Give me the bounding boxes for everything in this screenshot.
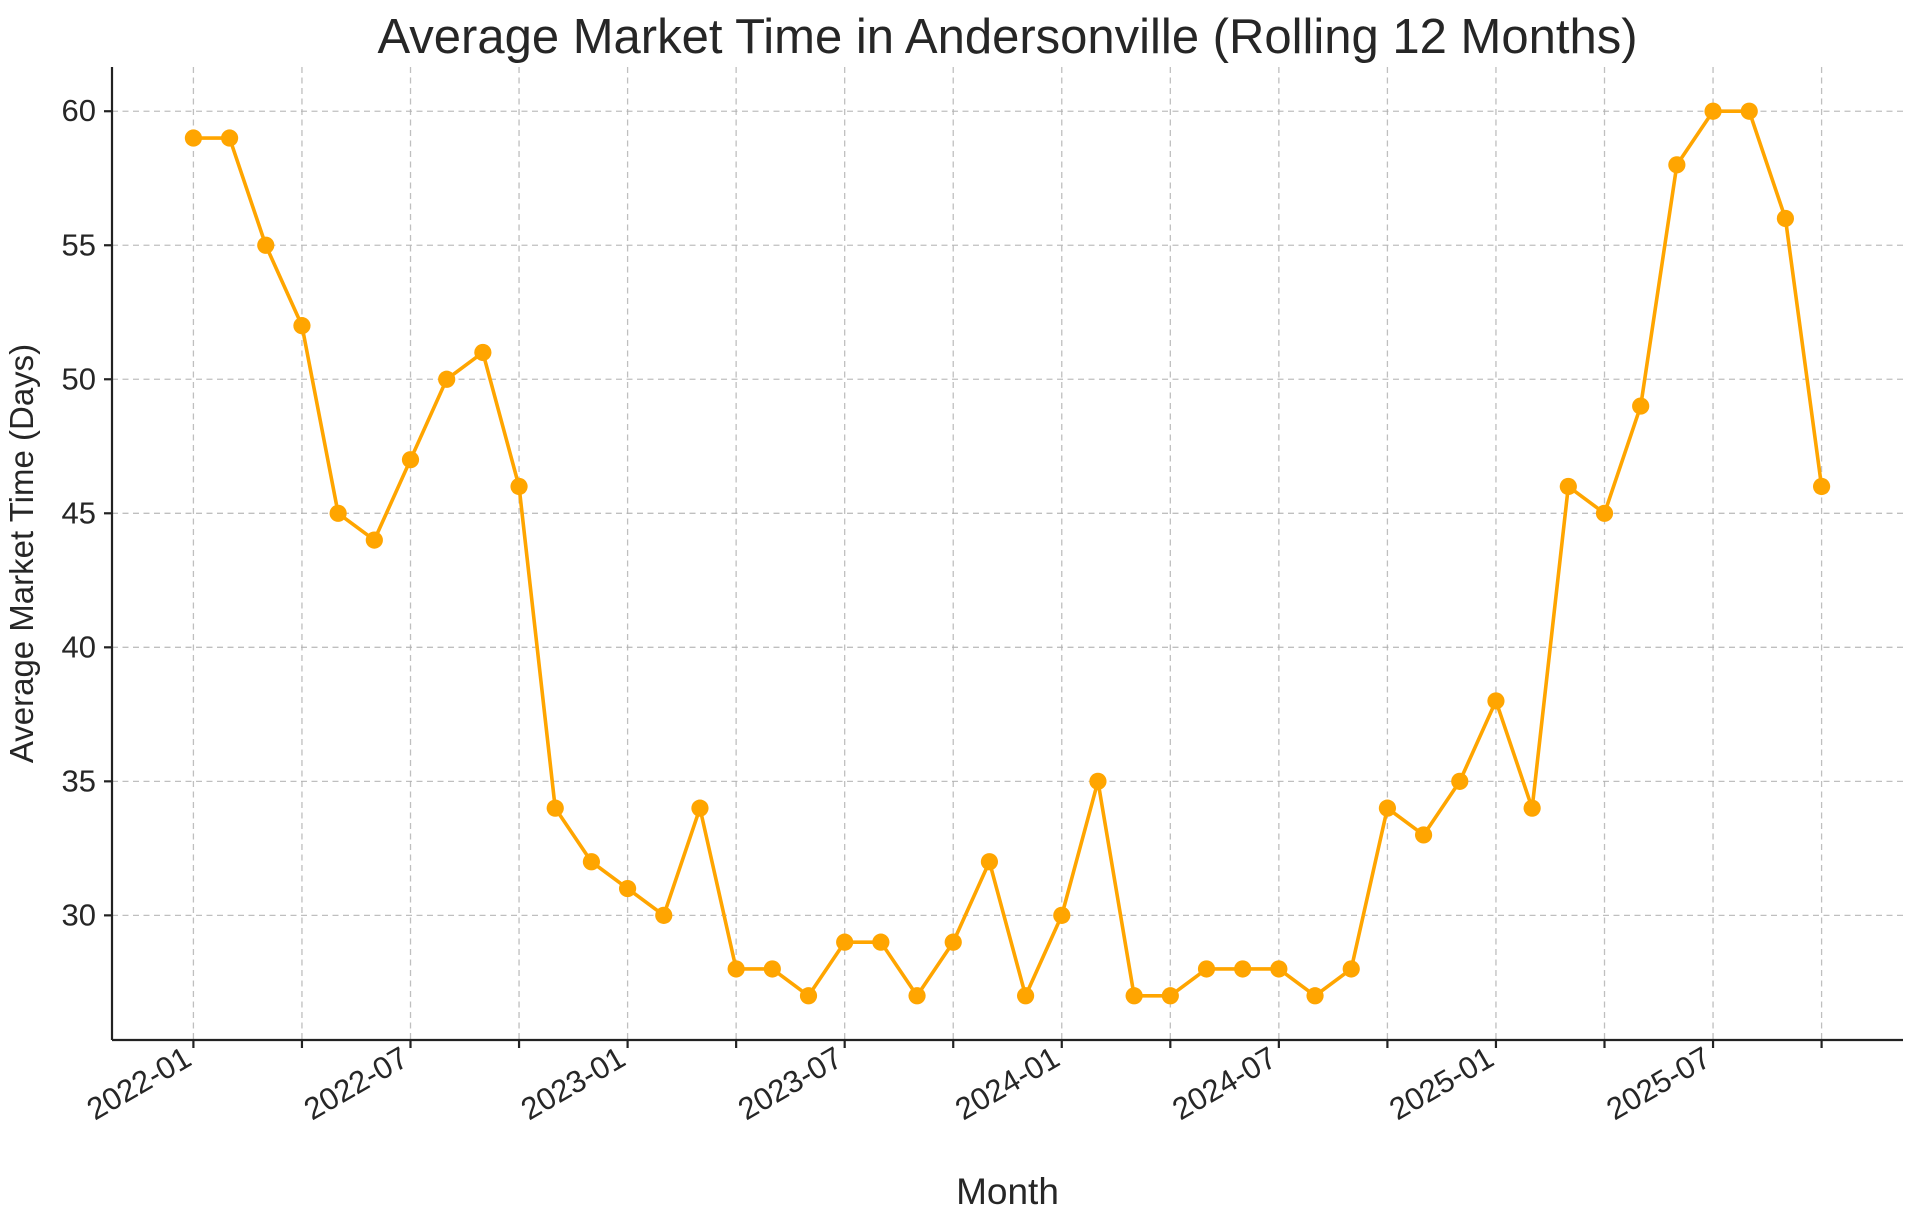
svg-text:45: 45 xyxy=(62,495,96,530)
svg-text:Average Market Time in Anderso: Average Market Time in Andersonville (Ro… xyxy=(377,10,1637,64)
svg-text:35: 35 xyxy=(62,763,96,798)
svg-text:40: 40 xyxy=(62,629,96,664)
svg-text:Month: Month xyxy=(956,1171,1059,1212)
svg-text:55: 55 xyxy=(62,227,96,262)
svg-text:Average Market Time (Days): Average Market Time (Days) xyxy=(3,344,40,763)
svg-text:30: 30 xyxy=(62,897,96,932)
svg-text:60: 60 xyxy=(62,93,96,128)
svg-text:50: 50 xyxy=(62,361,96,396)
